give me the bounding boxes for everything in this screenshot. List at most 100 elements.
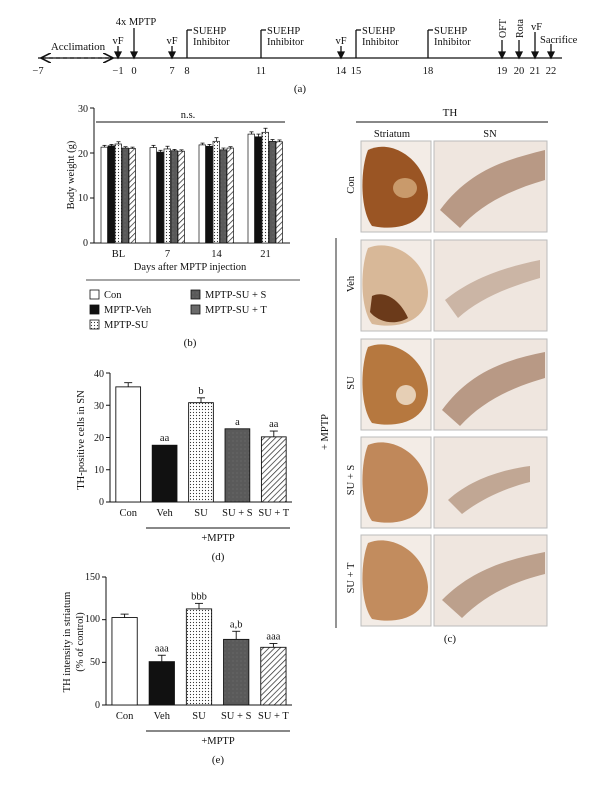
event-arrows — [113, 28, 556, 60]
panel-b-label: (b) — [184, 337, 197, 349]
striatum-tissue-sut — [362, 540, 428, 621]
panel-a-label: (a) — [294, 83, 307, 95]
panel-d: Con aa Veh b SU a SU + S aa SU + T 40 30 20 10 0… — [76, 369, 292, 563]
panel-e: Con aaa Veh bbb SU a,b SU + S aaa SU + T 150 100… — [62, 572, 292, 766]
legend-swatch-veh — [89, 304, 100, 315]
e-ytick-0: 0 — [95, 700, 100, 711]
b-bar — [254, 136, 262, 244]
e-category-label: Con — [116, 711, 134, 722]
tick-21: 21 — [530, 66, 541, 77]
c-row-su: SU — [346, 376, 357, 390]
legend-con: Con — [104, 290, 122, 301]
legend-swatch-sus — [190, 289, 201, 300]
b-bar — [170, 150, 178, 244]
striatum-tissue-su — [362, 344, 428, 425]
b-bar — [114, 143, 122, 244]
tick-neg7: −7 — [32, 66, 43, 77]
ventricle-con — [393, 178, 417, 198]
d-ytick-10: 10 — [94, 465, 104, 476]
e-ytick-100: 100 — [85, 614, 100, 625]
d-bar — [188, 402, 214, 503]
b-category-label: BL — [112, 249, 125, 260]
legend-swatch-su — [89, 319, 100, 330]
d-category-label: Veh — [156, 508, 173, 519]
sn-staining-sus — [448, 466, 530, 514]
b-bar — [247, 133, 255, 244]
panel-c-label: (c) — [444, 633, 457, 645]
body-weight-chart: BL 7 14 21 — [90, 107, 290, 260]
th-cells-chart: Con aa Veh b SU a SU + S aa SU + T — [106, 372, 292, 519]
e-category-label: Veh — [154, 711, 171, 722]
micrograph-grid — [360, 140, 548, 627]
c-row-con: Con — [346, 176, 357, 194]
legend-veh: MPTP-Veh — [104, 305, 152, 316]
event-rota: Rota — [515, 19, 526, 38]
event-inhibitor-15: Inhibitor — [362, 37, 399, 48]
e-ylabel: TH intensity in striatum (% of control) — [62, 592, 86, 693]
b-bar — [219, 149, 227, 244]
d-annotation: b — [198, 386, 203, 397]
event-suehp-11: SUEHP — [267, 26, 300, 37]
panel-b: BL 7 14 21 n.s. 30 20 10 0 Body weight (g) … — [66, 104, 300, 349]
b-bar — [275, 141, 283, 244]
d-category-label: SU + S — [222, 508, 253, 519]
e-category-label: SU — [192, 711, 206, 722]
th-intensity-chart: Con aaa Veh bbb SU a,b SU + S aaa SU + T — [102, 576, 292, 722]
tick-20: 20 — [514, 66, 525, 77]
c-row-sut: SU + T — [346, 562, 357, 593]
legend-swatch-sut — [190, 304, 201, 315]
event-inhibitor-11: Inhibitor — [267, 37, 304, 48]
b-bar — [107, 145, 115, 244]
d-bar — [260, 436, 287, 503]
b-xlabel: Days after MPTP injection — [134, 262, 247, 273]
d-annotation: aa — [160, 433, 170, 444]
e-bar — [260, 646, 287, 706]
b-category-label: 7 — [165, 249, 170, 260]
b-ytick-0: 0 — [83, 238, 88, 249]
d-bar — [115, 386, 142, 503]
b-bar — [268, 140, 276, 244]
b-ytick-10: 10 — [78, 193, 88, 204]
d-ytick-30: 30 — [94, 401, 104, 412]
c-row-veh: Veh — [346, 275, 357, 292]
d-ytick-0: 0 — [99, 497, 104, 508]
b-bar — [177, 150, 185, 244]
d-annotation: a — [235, 417, 240, 428]
d-bar — [151, 444, 178, 503]
d-annotation: aa — [269, 419, 279, 430]
b-bar — [163, 148, 171, 244]
tick-neg1: −1 — [112, 66, 123, 77]
tick-0: 0 — [131, 66, 136, 77]
c-mptp-label: + MPTP — [320, 414, 331, 450]
c-header-th: TH — [443, 107, 458, 119]
b-legend: Con MPTP-Veh MPTP-SU MPTP-SU + S MPTP-SU… — [89, 289, 267, 331]
striatum-dark-veh — [370, 294, 408, 323]
e-annotation: aaa — [155, 643, 169, 654]
tick-11: 11 — [256, 66, 266, 77]
panel-c: TH Striatum SN Con Veh SU SU + S SU + T … — [320, 107, 548, 645]
event-suehp-8: SUEHP — [193, 26, 226, 37]
d-bar — [224, 428, 251, 503]
b-category-label: 21 — [260, 249, 271, 260]
significance-label: n.s. — [181, 110, 196, 121]
c-col-sn: SN — [483, 129, 497, 140]
event-suehp-15: SUEHP — [362, 26, 395, 37]
event-sacrifice: Sacrifice — [540, 35, 578, 46]
e-bar — [223, 638, 250, 706]
b-bar — [149, 147, 157, 244]
legend-sus: MPTP-SU + S — [205, 290, 267, 301]
event-vf-21: vF — [531, 22, 542, 33]
b-ylabel: Body weight (g) — [66, 140, 77, 209]
event-mptp: 4x MPTP — [116, 17, 157, 28]
tick-22: 22 — [546, 66, 557, 77]
event-suehp-18: SUEHP — [434, 26, 467, 37]
event-oft: OFT — [498, 19, 509, 38]
e-ytick-150: 150 — [85, 572, 100, 583]
e-category-label: SU + S — [221, 711, 252, 722]
d-ylabel: TH-positive cells in SN — [76, 390, 87, 490]
tick-18: 18 — [423, 66, 434, 77]
sn-staining-su — [442, 352, 545, 426]
b-bar — [261, 131, 269, 244]
panel-a-timeline: Acclimation −7 −1 0 7 8 11 14 15 18 19 2… — [32, 17, 577, 95]
